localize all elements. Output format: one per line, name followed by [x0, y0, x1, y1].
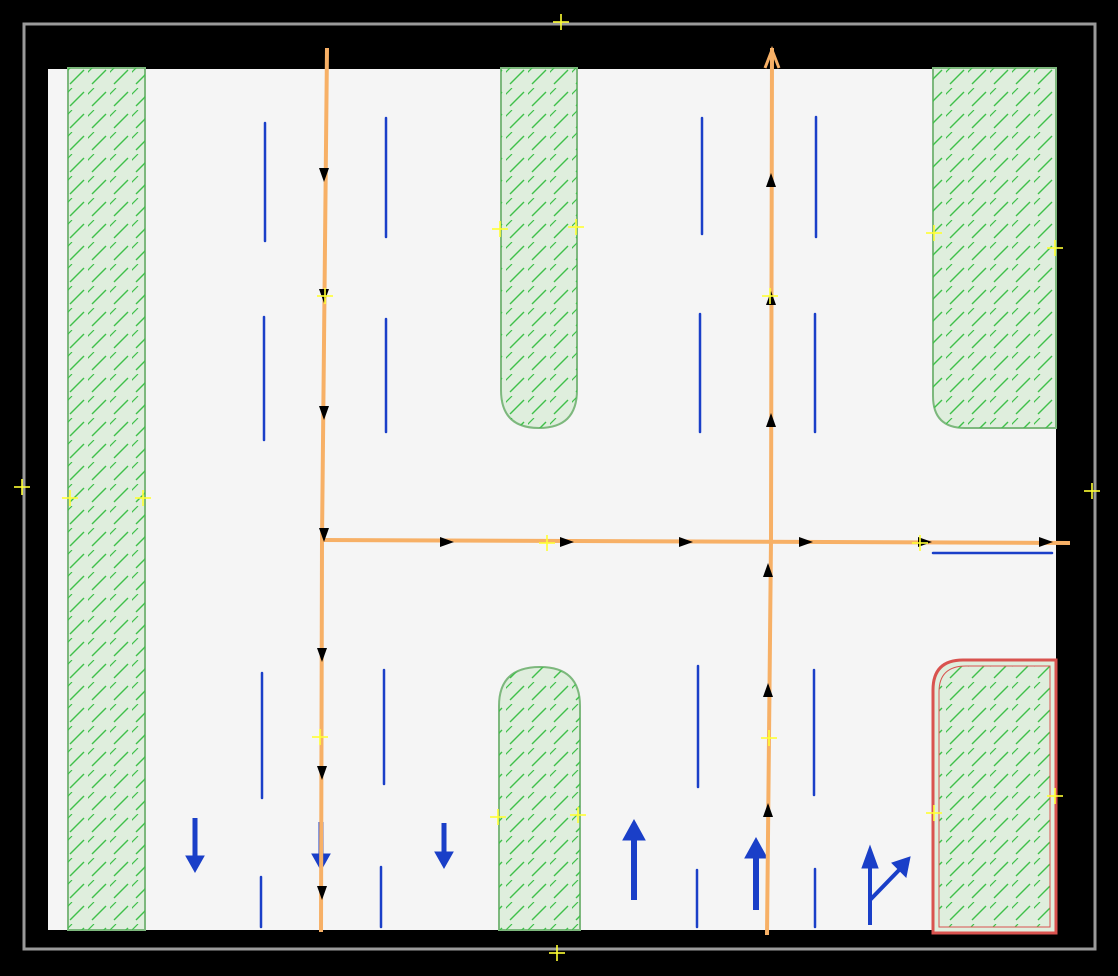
handle-cross[interactable] [490, 809, 506, 825]
path-arrow-up [763, 683, 773, 697]
path-arrow-down [319, 168, 329, 182]
handle-cross[interactable] [926, 225, 942, 241]
handle-cross[interactable] [317, 288, 333, 304]
path-arrow-right [1039, 537, 1053, 547]
handle-cross[interactable] [549, 945, 565, 961]
top-middle-island[interactable] [500, 67, 578, 430]
handle-cross[interactable] [568, 219, 584, 235]
selection-handles[interactable] [14, 14, 1100, 961]
handle-cross[interactable] [62, 490, 78, 506]
top-right-island[interactable] [932, 67, 1057, 429]
lane-markings [259, 115, 1054, 929]
handle-cross[interactable] [312, 729, 328, 745]
handle-cross[interactable] [1084, 483, 1100, 499]
lane-arrow-up-1 [622, 818, 646, 900]
handle-cross[interactable] [912, 535, 928, 551]
path-arrow-down [319, 528, 329, 542]
handle-cross[interactable] [135, 490, 151, 506]
handle-cross[interactable] [492, 221, 508, 237]
handle-cross[interactable] [1047, 788, 1063, 804]
path-arrow-up [766, 291, 776, 305]
path-arrow-down [317, 886, 327, 900]
path-arrow-right [918, 537, 932, 547]
path-arrow-right [679, 537, 693, 547]
path-arrow-down [319, 406, 329, 420]
path-arrow-up [763, 563, 773, 577]
path-direction-arrows [317, 168, 1053, 900]
handle-cross[interactable] [1047, 240, 1063, 256]
bottom-middle-island[interactable] [498, 665, 581, 931]
lane-arrow-down-3 [434, 823, 454, 870]
path-arrow-right [440, 537, 454, 547]
handle-cross[interactable] [761, 730, 777, 746]
path-arrow-up [763, 803, 773, 817]
handle-cross[interactable] [539, 535, 555, 551]
lane-arrow-up-2 [744, 836, 768, 910]
handle-cross[interactable] [553, 14, 569, 30]
path-arrow-right [560, 537, 574, 547]
path-arrow-down [317, 766, 327, 780]
left-median-island[interactable] [67, 67, 146, 931]
lane-arrow-straight-right [861, 844, 911, 925]
bottom-right-island[interactable] [931, 658, 1058, 935]
handle-cross[interactable] [14, 479, 30, 495]
path-arrow-up [766, 173, 776, 187]
handle-cross[interactable] [762, 288, 778, 304]
path-arrow-up [766, 413, 776, 427]
path-arrow-right [799, 537, 813, 547]
path-arrow-down [317, 648, 327, 662]
handle-cross[interactable] [570, 807, 586, 823]
handle-cross[interactable] [926, 805, 942, 821]
lane-arrow-down-1 [185, 818, 205, 874]
